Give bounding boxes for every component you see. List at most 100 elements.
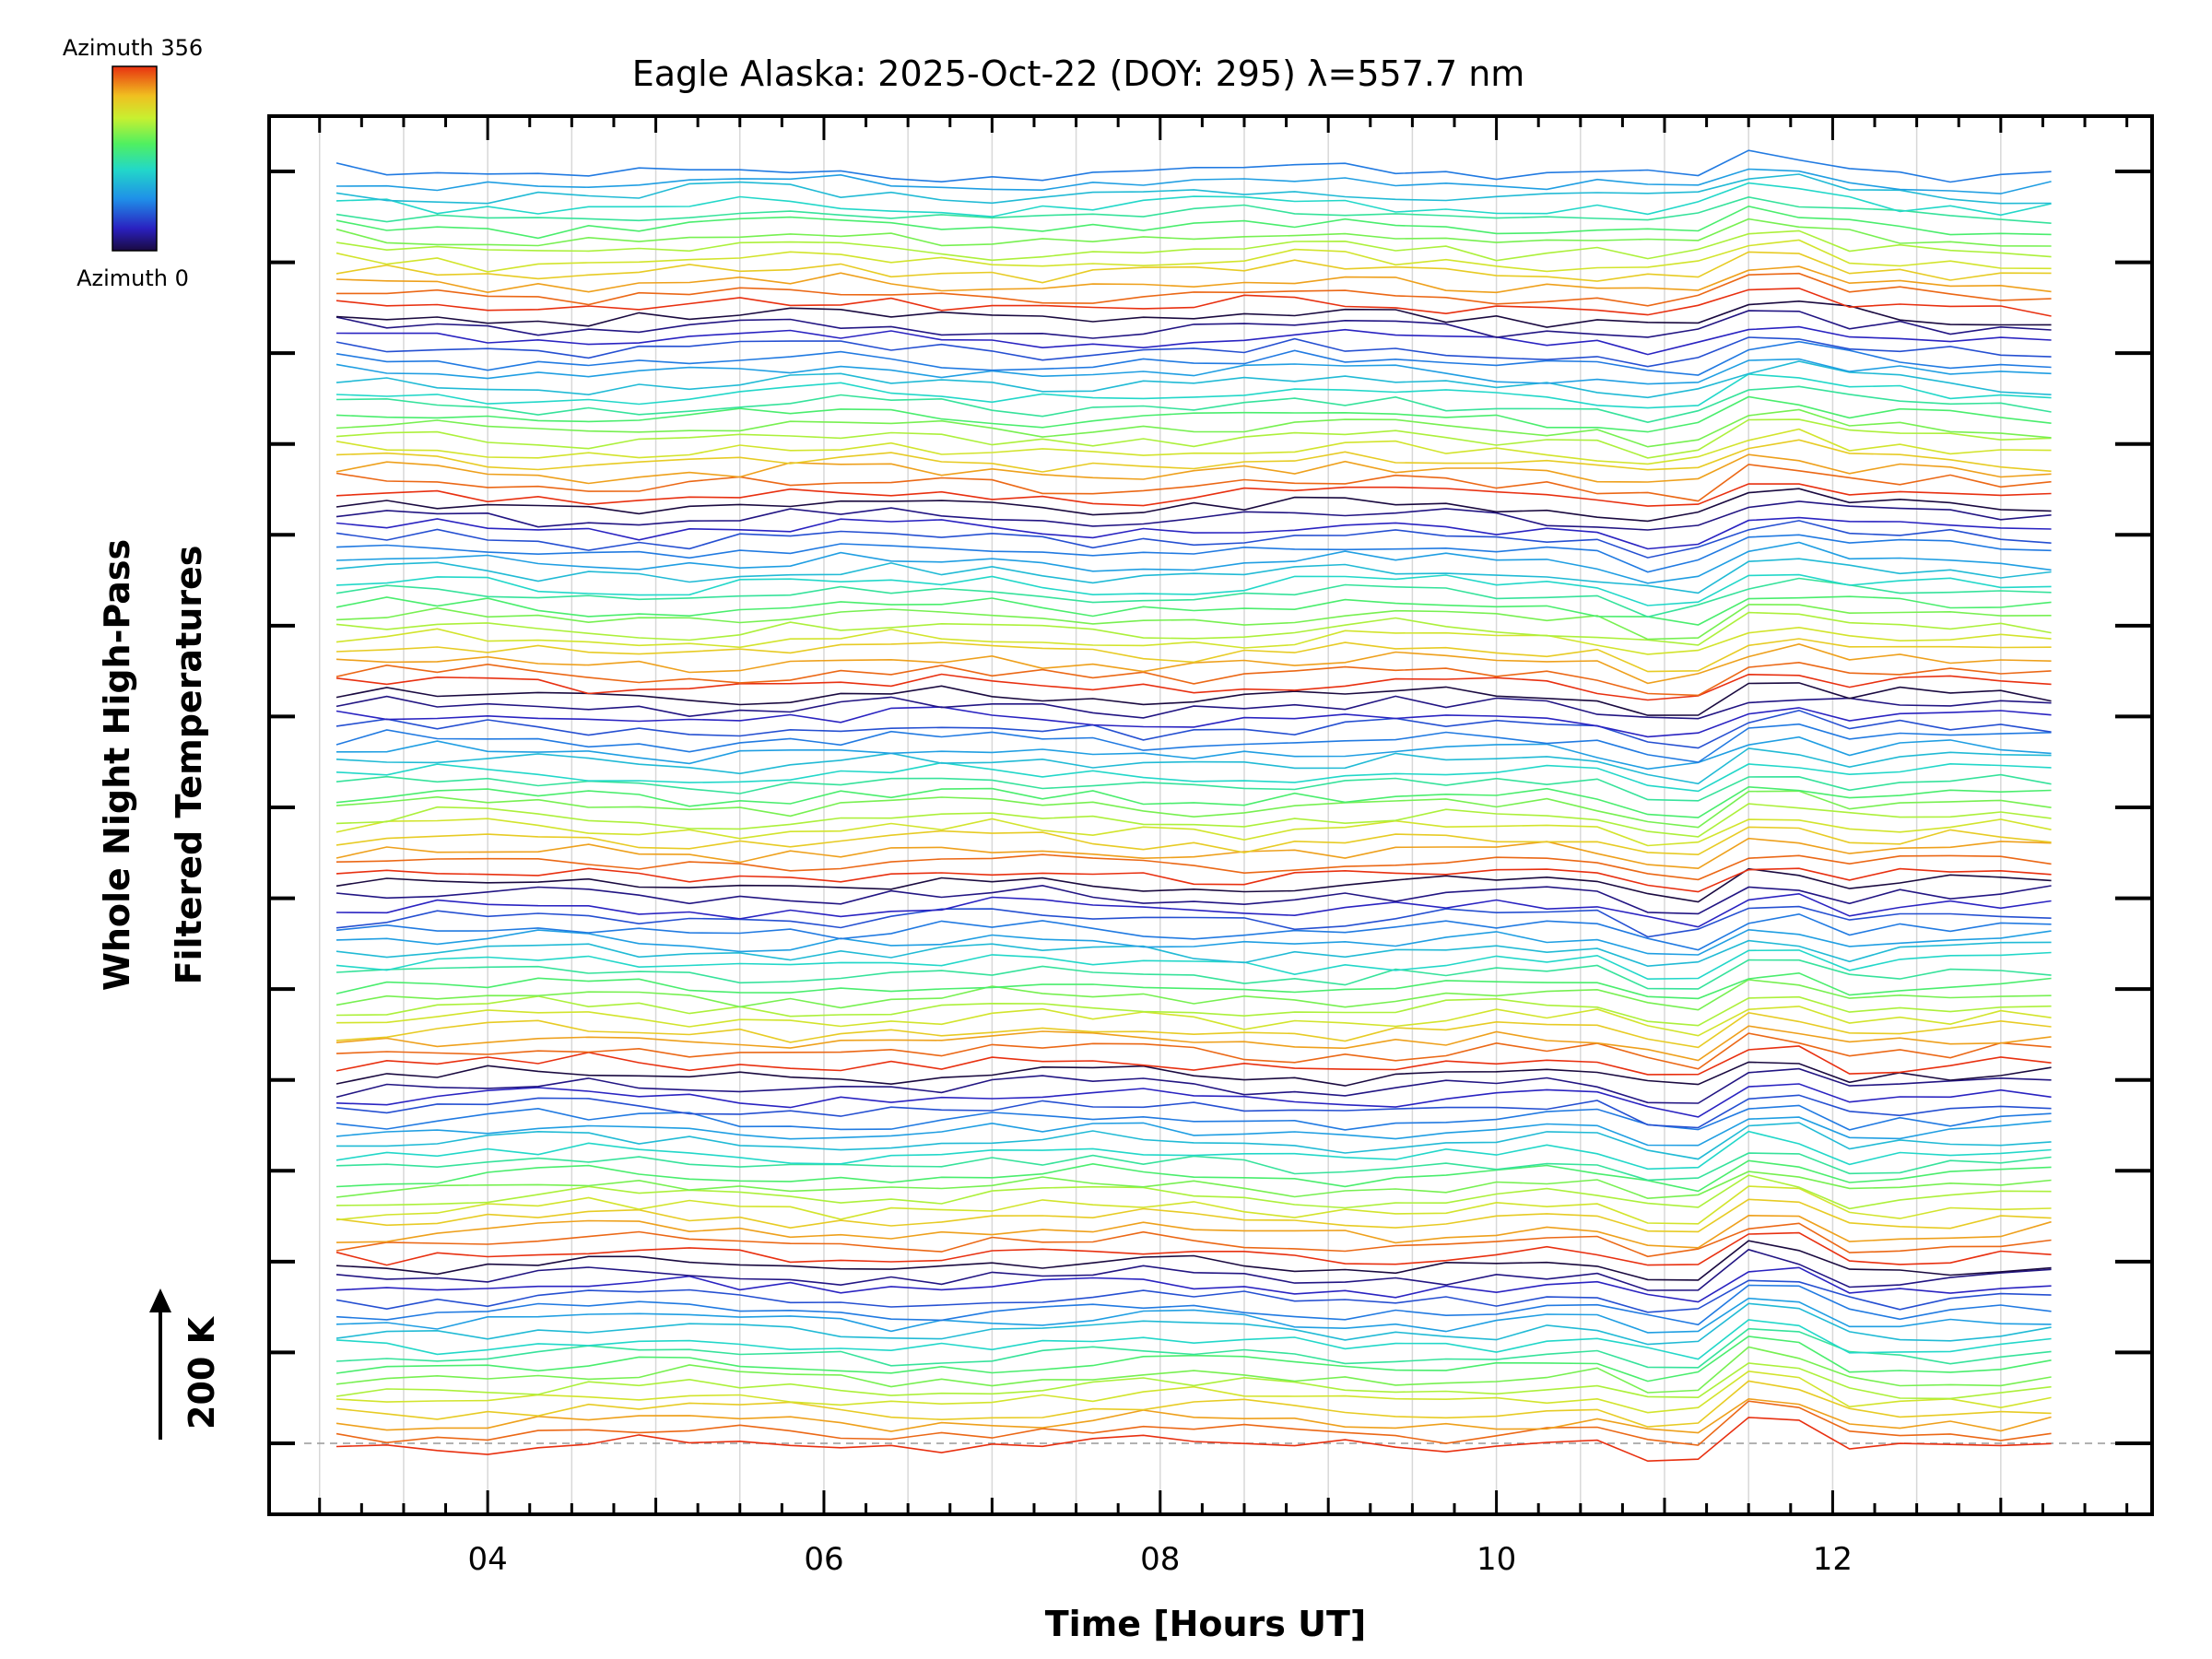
- series-trace: [335, 1319, 2052, 1360]
- series-trace: [335, 149, 2052, 183]
- series-trace: [335, 577, 2052, 618]
- scale-bar-label: 200 K: [182, 1315, 222, 1430]
- series-trace: [335, 959, 2052, 990]
- series-trace: [336, 1122, 2052, 1160]
- series-trace: [335, 1171, 2052, 1200]
- series-trace: [336, 272, 2052, 307]
- series-trace: [335, 1400, 2052, 1446]
- series-trace: [335, 1370, 2052, 1414]
- series-trace: [335, 773, 2052, 802]
- series-trace: [335, 1116, 2052, 1147]
- series-trace: [335, 336, 2052, 368]
- series-trace: [335, 595, 2052, 626]
- series-trace: [335, 818, 2052, 847]
- series-trace: [335, 287, 2052, 317]
- series-trace: [335, 673, 2052, 701]
- scale-bar-arrow-head: [149, 1288, 171, 1312]
- series-trace: [335, 1061, 2052, 1087]
- series-trace: [335, 408, 2052, 448]
- series-trace: [335, 182, 2052, 218]
- series-trace: [335, 395, 2052, 433]
- series-trace: [335, 706, 2052, 738]
- series-trace: [335, 695, 2052, 720]
- series-trace: [335, 1266, 2052, 1303]
- plot-frame: [267, 114, 2154, 1516]
- series-trace: [335, 500, 2052, 531]
- series-trace: [335, 939, 2052, 968]
- series-trace: [335, 803, 2052, 838]
- series-trace: [335, 1302, 2052, 1346]
- series-trace: [335, 682, 2052, 716]
- series-trace: [335, 1174, 2052, 1210]
- series-trace: [335, 853, 2052, 881]
- series-trace: [335, 428, 2052, 465]
- series-trace: [335, 251, 2052, 284]
- series-trace: [335, 611, 2052, 646]
- series-trace: [335, 1083, 2052, 1118]
- series-trace: [335, 488, 2052, 523]
- x-axis-ticks: 04 06 08 10 12: [318, 116, 2129, 1578]
- series-trace: [335, 1094, 2052, 1129]
- series-trace: [335, 310, 2052, 339]
- series-trace: [335, 867, 2052, 903]
- series-trace: [335, 1279, 2052, 1313]
- series-trace: [335, 300, 2052, 328]
- series-trace: [335, 1032, 2052, 1070]
- series-trace: [335, 385, 2052, 424]
- series-trace: [335, 205, 2052, 240]
- series-trace: [335, 1284, 2052, 1326]
- series-trace: [335, 360, 2052, 399]
- series-trace: [335, 418, 2052, 459]
- series-trace: [335, 1067, 2052, 1104]
- series-trace: [335, 790, 2052, 829]
- series-trace: [335, 173, 2052, 205]
- x-tick-label: 12: [1813, 1541, 1853, 1578]
- y-axis-label-line1: Whole Night High-Pass: [97, 539, 137, 991]
- series-trace: [335, 358, 2052, 385]
- series-trace: [335, 265, 2052, 294]
- series-trace: [335, 1214, 2052, 1249]
- colorbar-gradient: [112, 65, 158, 252]
- series-trace: [335, 1248, 2052, 1291]
- x-tick-label: 04: [468, 1541, 508, 1578]
- series-trace: [335, 1130, 2052, 1171]
- colorbar: Azimuth 356 Azimuth 0: [63, 35, 203, 291]
- series-trace: [335, 867, 2052, 893]
- series-trace: [335, 239, 2052, 273]
- series-trace: [335, 949, 2052, 981]
- series-trace: [335, 638, 2052, 673]
- y-axis-label-line2: Filtered Temperatures: [169, 546, 209, 985]
- series-trace: [335, 1297, 2052, 1334]
- series-trace: [335, 1045, 2052, 1076]
- series-trace: [335, 1104, 2052, 1131]
- series-trace: [335, 826, 2052, 856]
- series-trace: [335, 483, 2052, 507]
- y-axis-ticks: [269, 170, 2152, 1445]
- series-trace: [335, 573, 2052, 606]
- series-trace: [335, 1198, 2052, 1233]
- plot-border: [267, 114, 2154, 1516]
- series-trace: [335, 1240, 2052, 1281]
- series-trace: [335, 747, 2052, 785]
- series-trace: [335, 373, 2052, 409]
- series-trace: [335, 1006, 2052, 1037]
- colorbar-top-label: Azimuth 356: [63, 35, 203, 61]
- series-trace: [335, 1222, 2052, 1258]
- series-trace: [335, 971, 2052, 1000]
- series-trace: [335, 1025, 2052, 1062]
- series-trace: [335, 884, 2052, 915]
- series-trace: [335, 218, 2052, 247]
- series-trace: [335, 912, 2052, 951]
- series-trace: [335, 837, 2052, 870]
- series-trace: [335, 1380, 2052, 1428]
- x-tick-label: 10: [1477, 1541, 1516, 1578]
- series-trace: [335, 905, 2052, 938]
- series-trace: [335, 541, 2052, 584]
- series-trace: [335, 1346, 2052, 1394]
- series-trace: [335, 892, 2052, 928]
- series-trace: [335, 604, 2052, 641]
- series-trace: [335, 168, 2052, 194]
- colorbar-bottom-label: Azimuth 0: [76, 265, 189, 291]
- chart-title: Eagle Alaska: 2025-Oct-22 (DOY: 295) λ=5…: [632, 53, 1525, 94]
